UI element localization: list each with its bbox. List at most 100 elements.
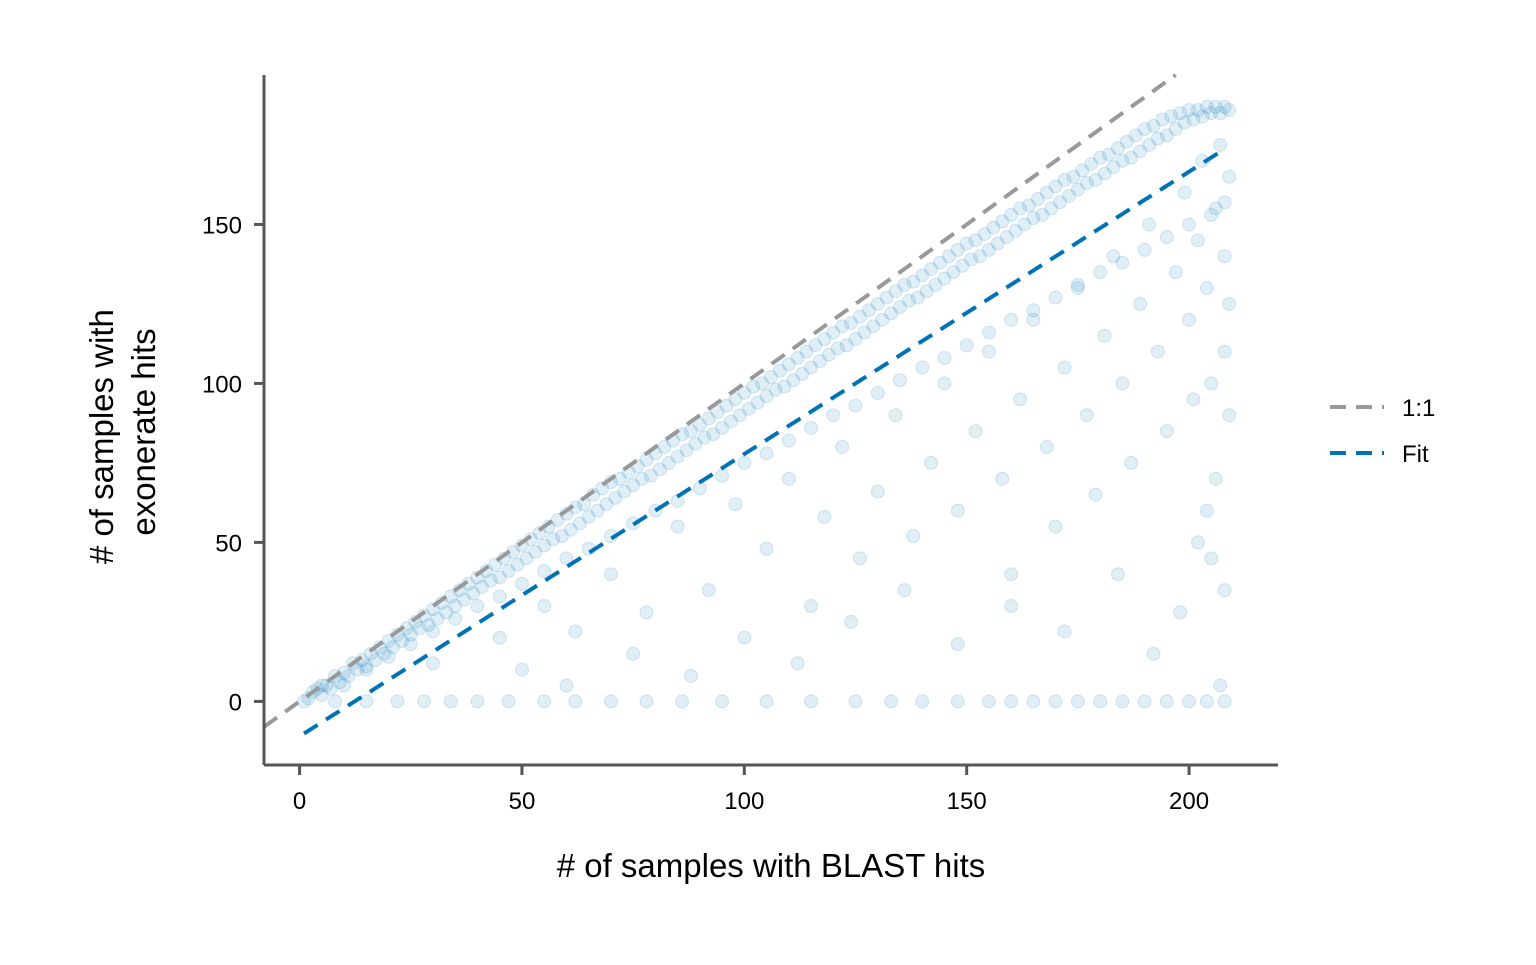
data-point xyxy=(1030,192,1045,207)
data-point xyxy=(759,446,774,461)
data-point xyxy=(1004,694,1019,709)
data-point xyxy=(928,277,943,292)
data-point xyxy=(968,424,983,439)
data-point xyxy=(950,637,965,652)
data-point xyxy=(1213,137,1228,152)
data-point xyxy=(706,427,721,442)
data-point xyxy=(701,583,716,598)
data-point xyxy=(1079,408,1094,423)
data-point xyxy=(679,443,694,458)
data-point xyxy=(1084,157,1099,172)
data-point xyxy=(950,503,965,518)
reference-line-one-to-one xyxy=(262,73,1177,729)
data-point xyxy=(639,605,654,620)
data-point xyxy=(1044,201,1059,216)
data-point xyxy=(848,694,863,709)
legend-item-fit: Fit xyxy=(1330,441,1429,468)
data-point xyxy=(1150,344,1165,359)
data-point xyxy=(537,538,552,553)
data-point xyxy=(1190,233,1205,248)
x-tick-label: 50 xyxy=(509,788,536,815)
data-point xyxy=(768,382,783,397)
data-point xyxy=(924,455,939,470)
data-point xyxy=(492,589,507,604)
data-point xyxy=(915,360,930,375)
y-axis-ticks: 0 50 100 150 xyxy=(202,212,264,716)
data-point xyxy=(514,662,529,677)
data-point xyxy=(701,411,716,426)
data-point xyxy=(879,290,894,305)
data-point xyxy=(426,656,440,671)
data-point xyxy=(403,627,418,642)
data-point xyxy=(368,653,383,668)
data-point xyxy=(1048,290,1063,305)
data-point xyxy=(919,284,934,299)
data-point xyxy=(1137,694,1152,709)
data-point xyxy=(888,408,903,423)
data-point xyxy=(1142,137,1157,152)
data-point xyxy=(715,694,730,709)
data-point xyxy=(937,376,952,391)
data-point xyxy=(1057,172,1072,187)
axes-layer xyxy=(262,75,1278,767)
data-point xyxy=(314,688,329,703)
data-point xyxy=(1182,217,1197,232)
data-point xyxy=(1115,153,1130,168)
data-point xyxy=(1199,99,1214,114)
data-point xyxy=(892,300,907,315)
data-point xyxy=(1093,694,1108,709)
x-axis-title: # of samples with BLAST hits xyxy=(557,847,986,884)
y-axis-title-line-1: # of samples with xyxy=(83,309,120,564)
data-point xyxy=(501,694,516,709)
legend: 1:1 Fit xyxy=(1330,395,1435,468)
data-point xyxy=(875,312,890,327)
data-point xyxy=(950,694,965,709)
data-point xyxy=(537,599,552,614)
data-point xyxy=(1004,312,1019,327)
data-point xyxy=(884,694,899,709)
data-point xyxy=(661,455,676,470)
data-point xyxy=(1048,694,1063,709)
data-point xyxy=(910,290,925,305)
data-point xyxy=(559,678,574,693)
data-point xyxy=(1204,551,1219,566)
data-point xyxy=(790,656,805,671)
data-point xyxy=(1195,109,1210,124)
legend-label-one-to-one: 1:1 xyxy=(1402,395,1435,422)
data-point xyxy=(670,519,685,534)
data-point xyxy=(675,694,690,709)
data-point xyxy=(1208,471,1223,486)
data-point xyxy=(804,360,819,375)
data-point xyxy=(1222,408,1237,423)
data-point xyxy=(826,325,841,340)
data-point xyxy=(897,277,912,292)
data-point xyxy=(741,401,756,416)
data-point xyxy=(1182,694,1197,709)
data-point xyxy=(759,389,774,404)
y-axis-title-line-2: exonerate hits xyxy=(125,328,162,535)
data-point xyxy=(1026,303,1041,318)
data-point xyxy=(1222,169,1237,184)
data-point xyxy=(1004,567,1019,582)
data-point xyxy=(1199,281,1214,296)
data-point xyxy=(1110,141,1125,156)
data-point xyxy=(1048,519,1063,534)
data-point xyxy=(835,440,850,455)
data-point xyxy=(1199,503,1214,518)
data-point xyxy=(439,605,454,620)
data-point xyxy=(844,316,859,331)
data-point xyxy=(861,303,876,318)
data-point xyxy=(1159,694,1174,709)
data-point xyxy=(1097,166,1112,181)
data-point xyxy=(448,611,463,626)
data-point xyxy=(297,694,312,709)
data-point xyxy=(537,564,552,579)
data-point xyxy=(1004,599,1019,614)
data-point xyxy=(1093,150,1108,165)
data-point xyxy=(728,497,743,512)
data-point xyxy=(1093,265,1108,280)
data-point xyxy=(1204,207,1219,222)
data-point xyxy=(1168,265,1183,280)
data-point xyxy=(403,637,418,652)
data-point xyxy=(848,398,863,413)
